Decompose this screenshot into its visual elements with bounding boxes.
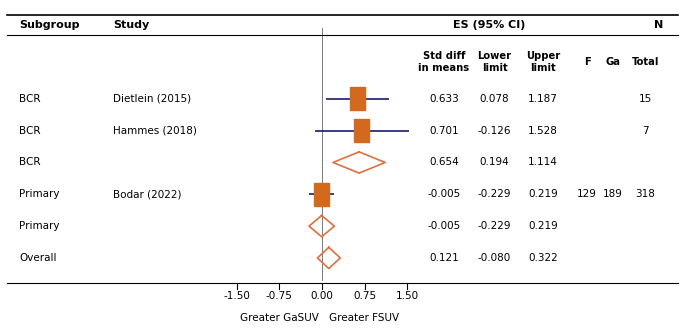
Text: Study: Study	[113, 20, 149, 30]
Text: 0.219: 0.219	[528, 221, 558, 231]
Text: 1.50: 1.50	[395, 291, 419, 301]
Text: BCR: BCR	[19, 157, 40, 168]
Text: 15: 15	[638, 94, 652, 104]
Text: 189: 189	[603, 189, 623, 199]
Text: 0.219: 0.219	[528, 189, 558, 199]
Text: -0.229: -0.229	[478, 221, 511, 231]
Text: Ga: Ga	[606, 57, 621, 67]
Text: -0.080: -0.080	[478, 253, 511, 263]
Text: ES (95% CI): ES (95% CI)	[453, 20, 525, 30]
Text: 1.114: 1.114	[528, 157, 558, 168]
Text: 318: 318	[635, 189, 656, 199]
Text: -0.229: -0.229	[478, 189, 511, 199]
Text: BCR: BCR	[19, 126, 40, 136]
Text: Primary: Primary	[19, 221, 60, 231]
Text: Greater FSUV: Greater FSUV	[329, 313, 399, 323]
Text: -0.005: -0.005	[427, 189, 460, 199]
Text: 0.00: 0.00	[310, 291, 334, 301]
Text: 0.322: 0.322	[528, 253, 558, 263]
Text: Total: Total	[632, 57, 659, 67]
Text: Std diff
in means: Std diff in means	[419, 51, 469, 73]
Text: 0.121: 0.121	[429, 253, 459, 263]
Text: F: F	[584, 57, 590, 67]
Bar	[351, 87, 365, 110]
Text: N: N	[654, 20, 664, 30]
Text: 0.194: 0.194	[479, 157, 510, 168]
Text: 129: 129	[577, 189, 597, 199]
Text: Lower
limit: Lower limit	[477, 51, 512, 73]
Text: Upper
limit: Upper limit	[526, 51, 560, 73]
Text: -0.005: -0.005	[427, 221, 460, 231]
Text: -0.75: -0.75	[266, 291, 292, 301]
Text: Greater GaSUV: Greater GaSUV	[240, 313, 319, 323]
Text: Primary: Primary	[19, 189, 60, 199]
Text: 0.654: 0.654	[429, 157, 459, 168]
Text: 0.633: 0.633	[429, 94, 459, 104]
Text: -0.126: -0.126	[478, 126, 511, 136]
Text: 1.187: 1.187	[528, 94, 558, 104]
Text: 0.078: 0.078	[479, 94, 510, 104]
Text: Bodar (2022): Bodar (2022)	[113, 189, 182, 199]
Text: -1.50: -1.50	[223, 291, 250, 301]
Text: Subgroup: Subgroup	[19, 20, 79, 30]
Text: 1.528: 1.528	[528, 126, 558, 136]
Text: Hammes (2018): Hammes (2018)	[113, 126, 197, 136]
Text: 0.75: 0.75	[353, 291, 376, 301]
Text: 7: 7	[642, 126, 649, 136]
Text: Overall: Overall	[19, 253, 57, 263]
Text: Dietlein (2015): Dietlein (2015)	[113, 94, 191, 104]
Bar	[314, 183, 329, 206]
Text: 0.701: 0.701	[429, 126, 459, 136]
Bar	[354, 119, 369, 142]
Text: BCR: BCR	[19, 94, 40, 104]
